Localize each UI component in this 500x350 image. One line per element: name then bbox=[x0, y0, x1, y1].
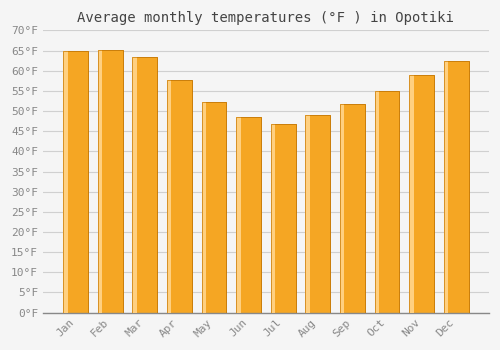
Bar bbox=[202, 102, 206, 313]
Bar bbox=[98, 50, 122, 313]
Bar bbox=[409, 75, 414, 313]
Bar bbox=[374, 91, 379, 313]
Bar bbox=[202, 102, 226, 313]
Bar bbox=[409, 75, 434, 313]
Bar bbox=[98, 50, 102, 313]
Bar bbox=[340, 104, 344, 313]
Bar bbox=[236, 117, 261, 313]
Bar bbox=[444, 61, 468, 313]
Bar bbox=[63, 51, 68, 313]
Bar bbox=[63, 51, 88, 313]
Bar bbox=[167, 80, 172, 313]
Bar bbox=[167, 80, 192, 313]
Bar bbox=[167, 80, 192, 313]
Bar bbox=[236, 117, 261, 313]
Bar bbox=[271, 124, 295, 313]
Bar bbox=[374, 91, 400, 313]
Bar bbox=[271, 124, 295, 313]
Bar bbox=[306, 115, 310, 313]
Bar bbox=[340, 104, 365, 313]
Bar bbox=[306, 115, 330, 313]
Bar bbox=[132, 57, 137, 313]
Bar bbox=[132, 57, 158, 313]
Bar bbox=[236, 117, 240, 313]
Title: Average monthly temperatures (°F ) in Opotiki: Average monthly temperatures (°F ) in Op… bbox=[78, 11, 454, 25]
Bar bbox=[306, 115, 330, 313]
Bar bbox=[444, 61, 468, 313]
Bar bbox=[98, 50, 122, 313]
Bar bbox=[374, 91, 400, 313]
Bar bbox=[444, 61, 448, 313]
Bar bbox=[202, 102, 226, 313]
Bar bbox=[63, 51, 88, 313]
Bar bbox=[271, 124, 276, 313]
Bar bbox=[132, 57, 158, 313]
Bar bbox=[409, 75, 434, 313]
Bar bbox=[340, 104, 365, 313]
